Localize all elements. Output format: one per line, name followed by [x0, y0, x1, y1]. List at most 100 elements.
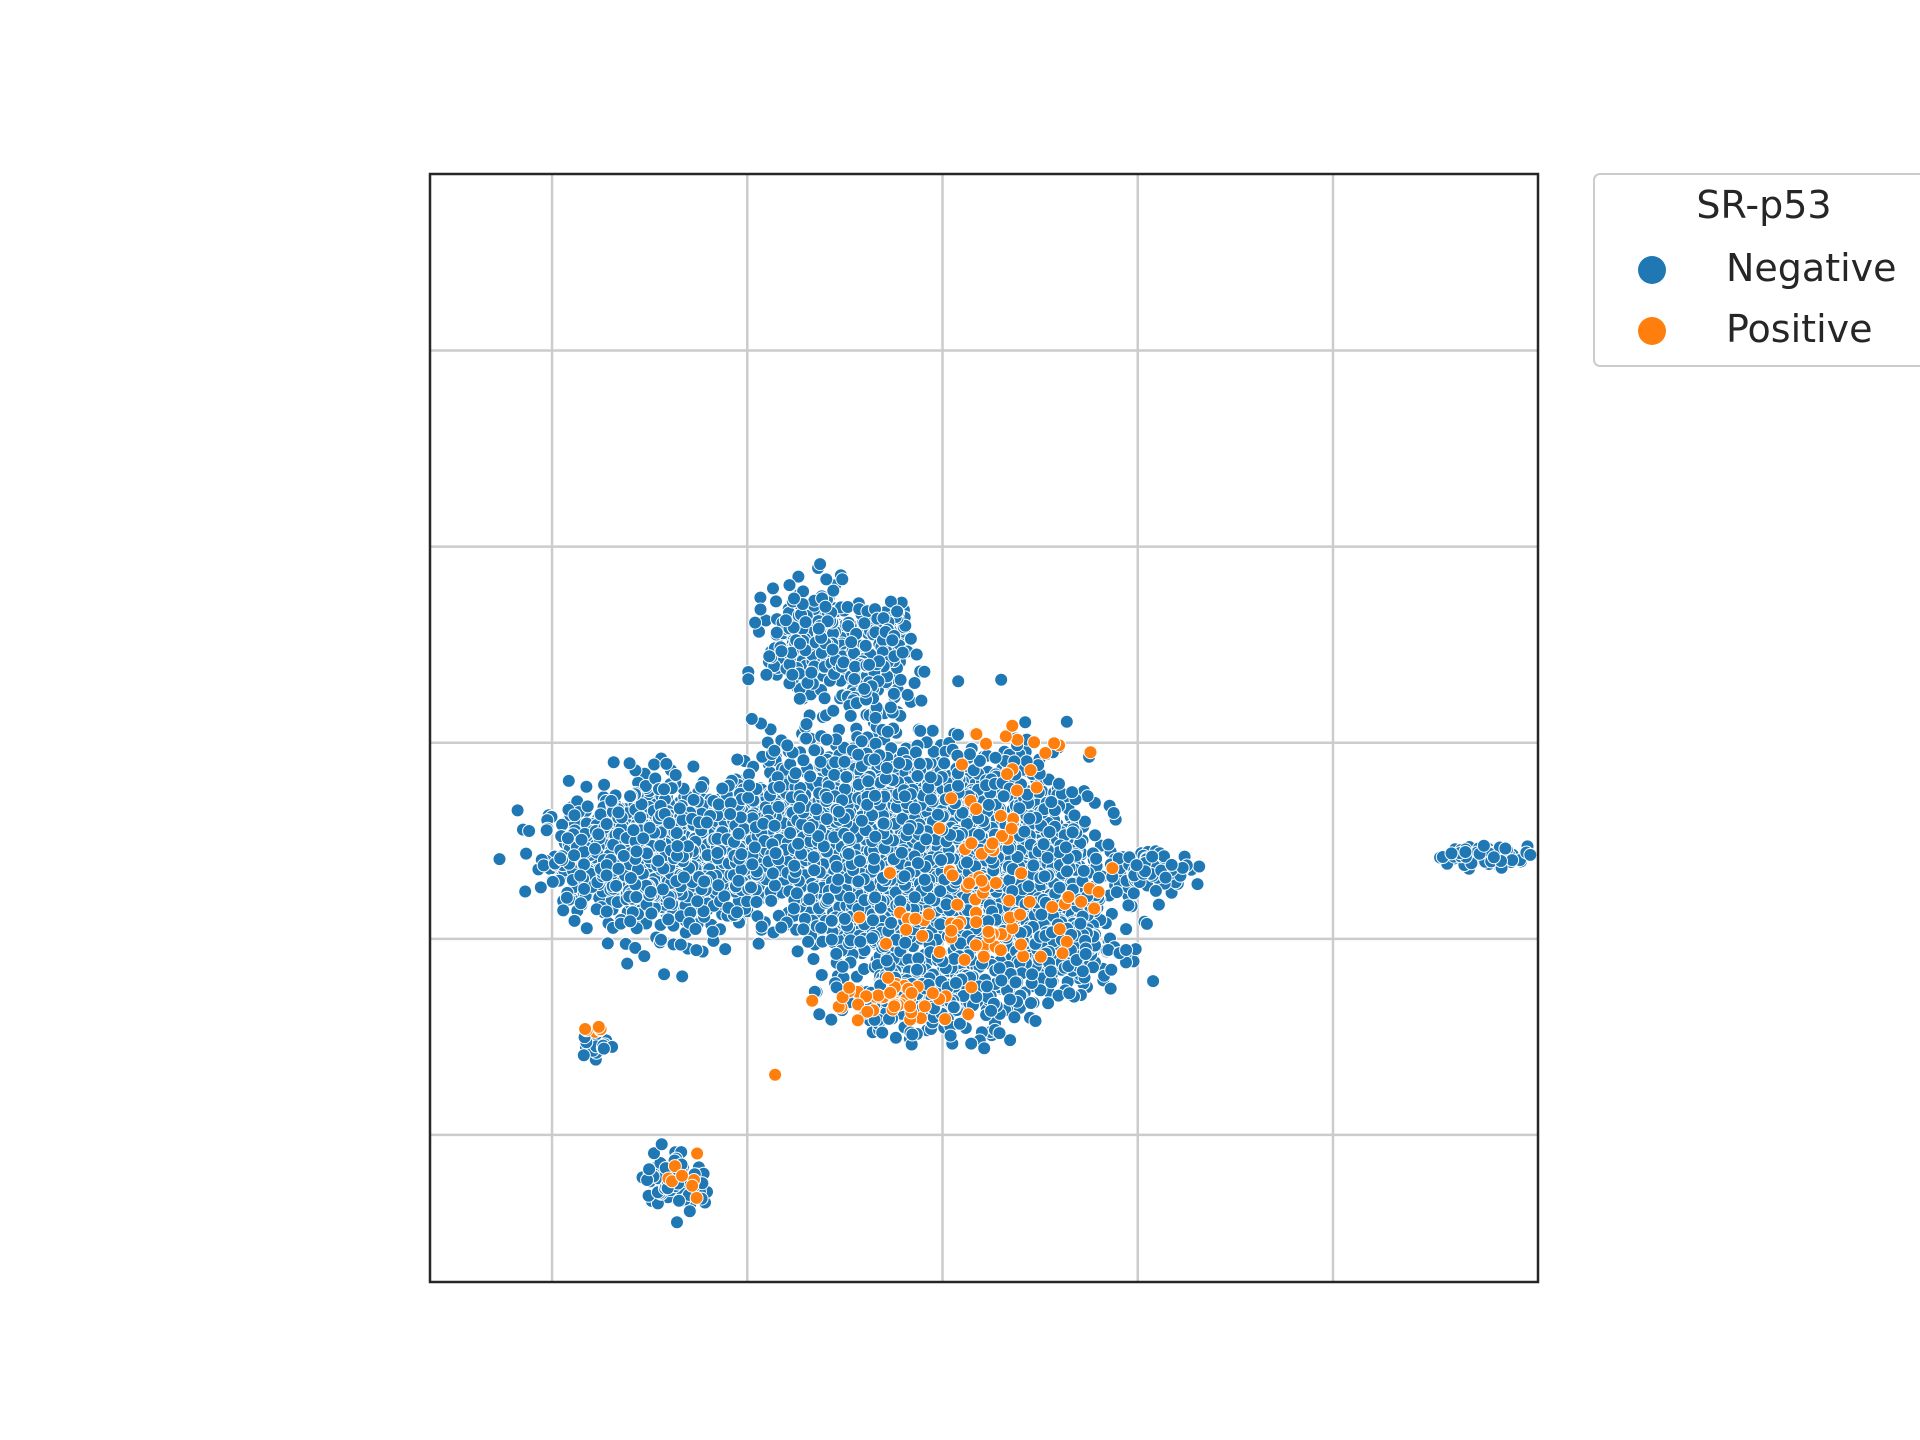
- point-negative: [917, 872, 932, 887]
- point-negative: [536, 858, 551, 873]
- axes-background: [430, 174, 1538, 1282]
- point-negative: [519, 846, 534, 861]
- point-negative: [1022, 811, 1037, 826]
- point-negative: [580, 799, 595, 814]
- plot-area: [428, 172, 1540, 1284]
- point-negative: [1067, 808, 1082, 823]
- point-negative: [1109, 885, 1124, 900]
- point-negative: [853, 854, 867, 869]
- point-negative: [688, 922, 703, 936]
- point-negative: [694, 779, 709, 794]
- point-negative: [636, 831, 651, 846]
- point-negative: [567, 848, 582, 863]
- point-negative: [789, 886, 804, 901]
- point-negative: [814, 968, 829, 982]
- point-negative: [675, 969, 690, 984]
- point-negative: [588, 841, 602, 856]
- point-negative: [806, 952, 821, 966]
- point-negative: [567, 808, 582, 823]
- point-negative: [934, 853, 949, 867]
- point-negative: [821, 891, 836, 906]
- point-negative: [642, 820, 657, 835]
- point-negative: [616, 848, 631, 863]
- point-negative: [638, 779, 653, 793]
- point-negative: [996, 789, 1011, 804]
- point-negative: [842, 890, 857, 905]
- point-negative: [1089, 851, 1104, 866]
- point-negative: [894, 845, 909, 860]
- point-negative: [807, 863, 822, 878]
- point-negative: [710, 845, 725, 860]
- point-negative: [611, 805, 626, 820]
- point-negative: [824, 932, 839, 947]
- point-negative: [689, 943, 704, 958]
- point-negative: [579, 921, 594, 936]
- point-negative: [699, 815, 714, 830]
- point-negative: [651, 853, 666, 868]
- point-negative: [662, 896, 677, 911]
- point-negative: [662, 816, 677, 831]
- point-negative: [579, 779, 594, 794]
- point-negative: [561, 773, 576, 788]
- point-negative: [1101, 837, 1116, 852]
- point-negative: [910, 856, 925, 871]
- point-negative: [1017, 824, 1032, 839]
- point-negative: [1018, 715, 1033, 730]
- point-negative: [539, 823, 554, 838]
- point-negative: [754, 919, 769, 934]
- point-negative: [923, 792, 938, 807]
- point-negative: [600, 936, 615, 951]
- point-negative: [654, 932, 668, 947]
- point-negative: [609, 878, 624, 893]
- point-negative: [577, 881, 592, 896]
- point-negative: [668, 768, 683, 782]
- point-negative: [573, 896, 588, 911]
- point-negative: [657, 967, 672, 982]
- point-negative: [553, 851, 568, 866]
- point-negative: [790, 944, 805, 959]
- point-negative: [518, 884, 533, 899]
- point-negative: [1076, 863, 1091, 878]
- point-negative: [764, 893, 779, 908]
- point-negative: [730, 905, 744, 920]
- point-negative: [1058, 840, 1073, 855]
- point-negative: [1146, 974, 1161, 989]
- point-negative: [1073, 916, 1088, 931]
- point-negative: [620, 956, 635, 971]
- point-negative: [1042, 825, 1057, 839]
- point-negative: [522, 824, 537, 838]
- point-negative: [837, 911, 852, 926]
- point-negative: [866, 913, 880, 928]
- point-negative: [1078, 947, 1093, 961]
- point-negative: [1026, 858, 1041, 873]
- point-negative: [659, 756, 674, 771]
- point-negative: [545, 874, 560, 889]
- point-negative: [1037, 869, 1052, 884]
- point-negative: [791, 836, 806, 851]
- point-negative: [623, 871, 638, 885]
- point-negative: [1121, 898, 1136, 913]
- point-negative: [633, 810, 648, 825]
- point-negative: [806, 850, 821, 865]
- point-negative: [1060, 864, 1074, 879]
- point-negative: [672, 801, 687, 816]
- point-negative: [786, 901, 801, 916]
- point-negative: [711, 878, 726, 893]
- point-negative: [751, 936, 766, 951]
- point-negative: [919, 832, 934, 847]
- point-negative: [670, 839, 685, 854]
- point-negative: [623, 789, 638, 804]
- point-negative: [884, 915, 899, 930]
- point-negative: [628, 940, 643, 955]
- point-negative: [747, 840, 762, 855]
- point-negative: [697, 874, 712, 889]
- point-negative: [533, 880, 548, 895]
- point-negative: [556, 903, 571, 918]
- point-negative: [643, 884, 658, 899]
- point-negative: [745, 857, 760, 872]
- point-negative: [629, 890, 644, 905]
- point-negative: [573, 868, 588, 883]
- point-negative: [734, 847, 749, 862]
- point-negative: [661, 912, 676, 927]
